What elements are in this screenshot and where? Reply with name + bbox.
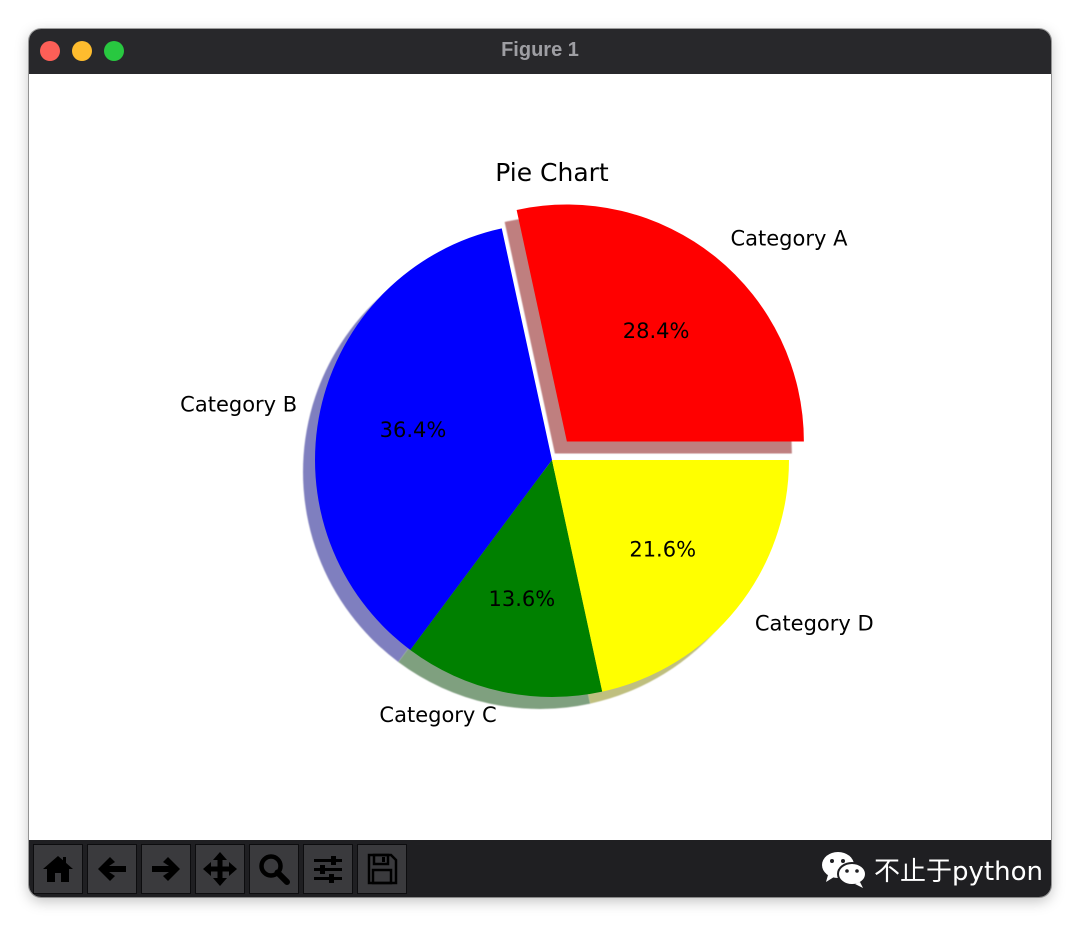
pie-percent-label: 36.4% [380,418,447,442]
pie-labels: 28.4% Category A 36.4% Category B 13.6% Categ… [180,227,873,727]
configure-subplots-button[interactable] [303,844,353,894]
wechat-icon [822,852,868,888]
back-button[interactable] [87,844,137,894]
chart-title: Pie Chart [495,158,609,187]
pie-category-label: Category A [731,227,849,251]
home-button[interactable] [33,844,83,894]
pie-category-label: Category D [755,612,874,636]
sliders-icon [314,856,342,883]
home-icon [43,856,73,882]
window-title: Figure 1 [501,39,579,61]
pie-percent-label: 13.6% [489,587,556,611]
watermark-text: 不止于python [874,856,1043,887]
pan-button[interactable] [195,844,245,894]
pie-category-label: Category B [180,393,297,417]
pie-wedges [315,204,804,697]
arrow-left-icon [98,857,126,881]
forward-button[interactable] [141,844,191,894]
figure-window: Figure 1 28.4% Category A 36.4% Category B 1… [29,29,1051,897]
save-icon [367,853,398,885]
watermark: 不止于python [820,848,1043,890]
close-window-button[interactable] [40,41,60,61]
zoom-button[interactable] [249,844,299,894]
zoom-icon [259,854,290,885]
arrow-right-icon [152,857,180,881]
pie-wedge-category-d [552,460,789,692]
pie-percent-label: 21.6% [629,537,696,561]
minimize-window-button[interactable] [72,41,92,61]
pie-percent-label: 28.4% [623,319,690,343]
pie-wedge-category-a [516,204,804,442]
navigation-toolbar: 不止于python [29,840,1051,897]
pie-category-label: Category C [379,703,496,727]
figure-canvas: 28.4% Category A 36.4% Category B 13.6% Categ… [29,74,1051,840]
zoom-window-button[interactable] [104,41,124,61]
pie-wedge-category-b [315,228,552,650]
pie-chart: 28.4% Category A 36.4% Category B 13.6% Categ… [180,158,873,727]
save-button[interactable] [357,844,407,894]
move-icon [203,852,237,886]
pie-wedge-category-c [410,460,603,697]
title-bar: Figure 1 [29,29,1051,74]
